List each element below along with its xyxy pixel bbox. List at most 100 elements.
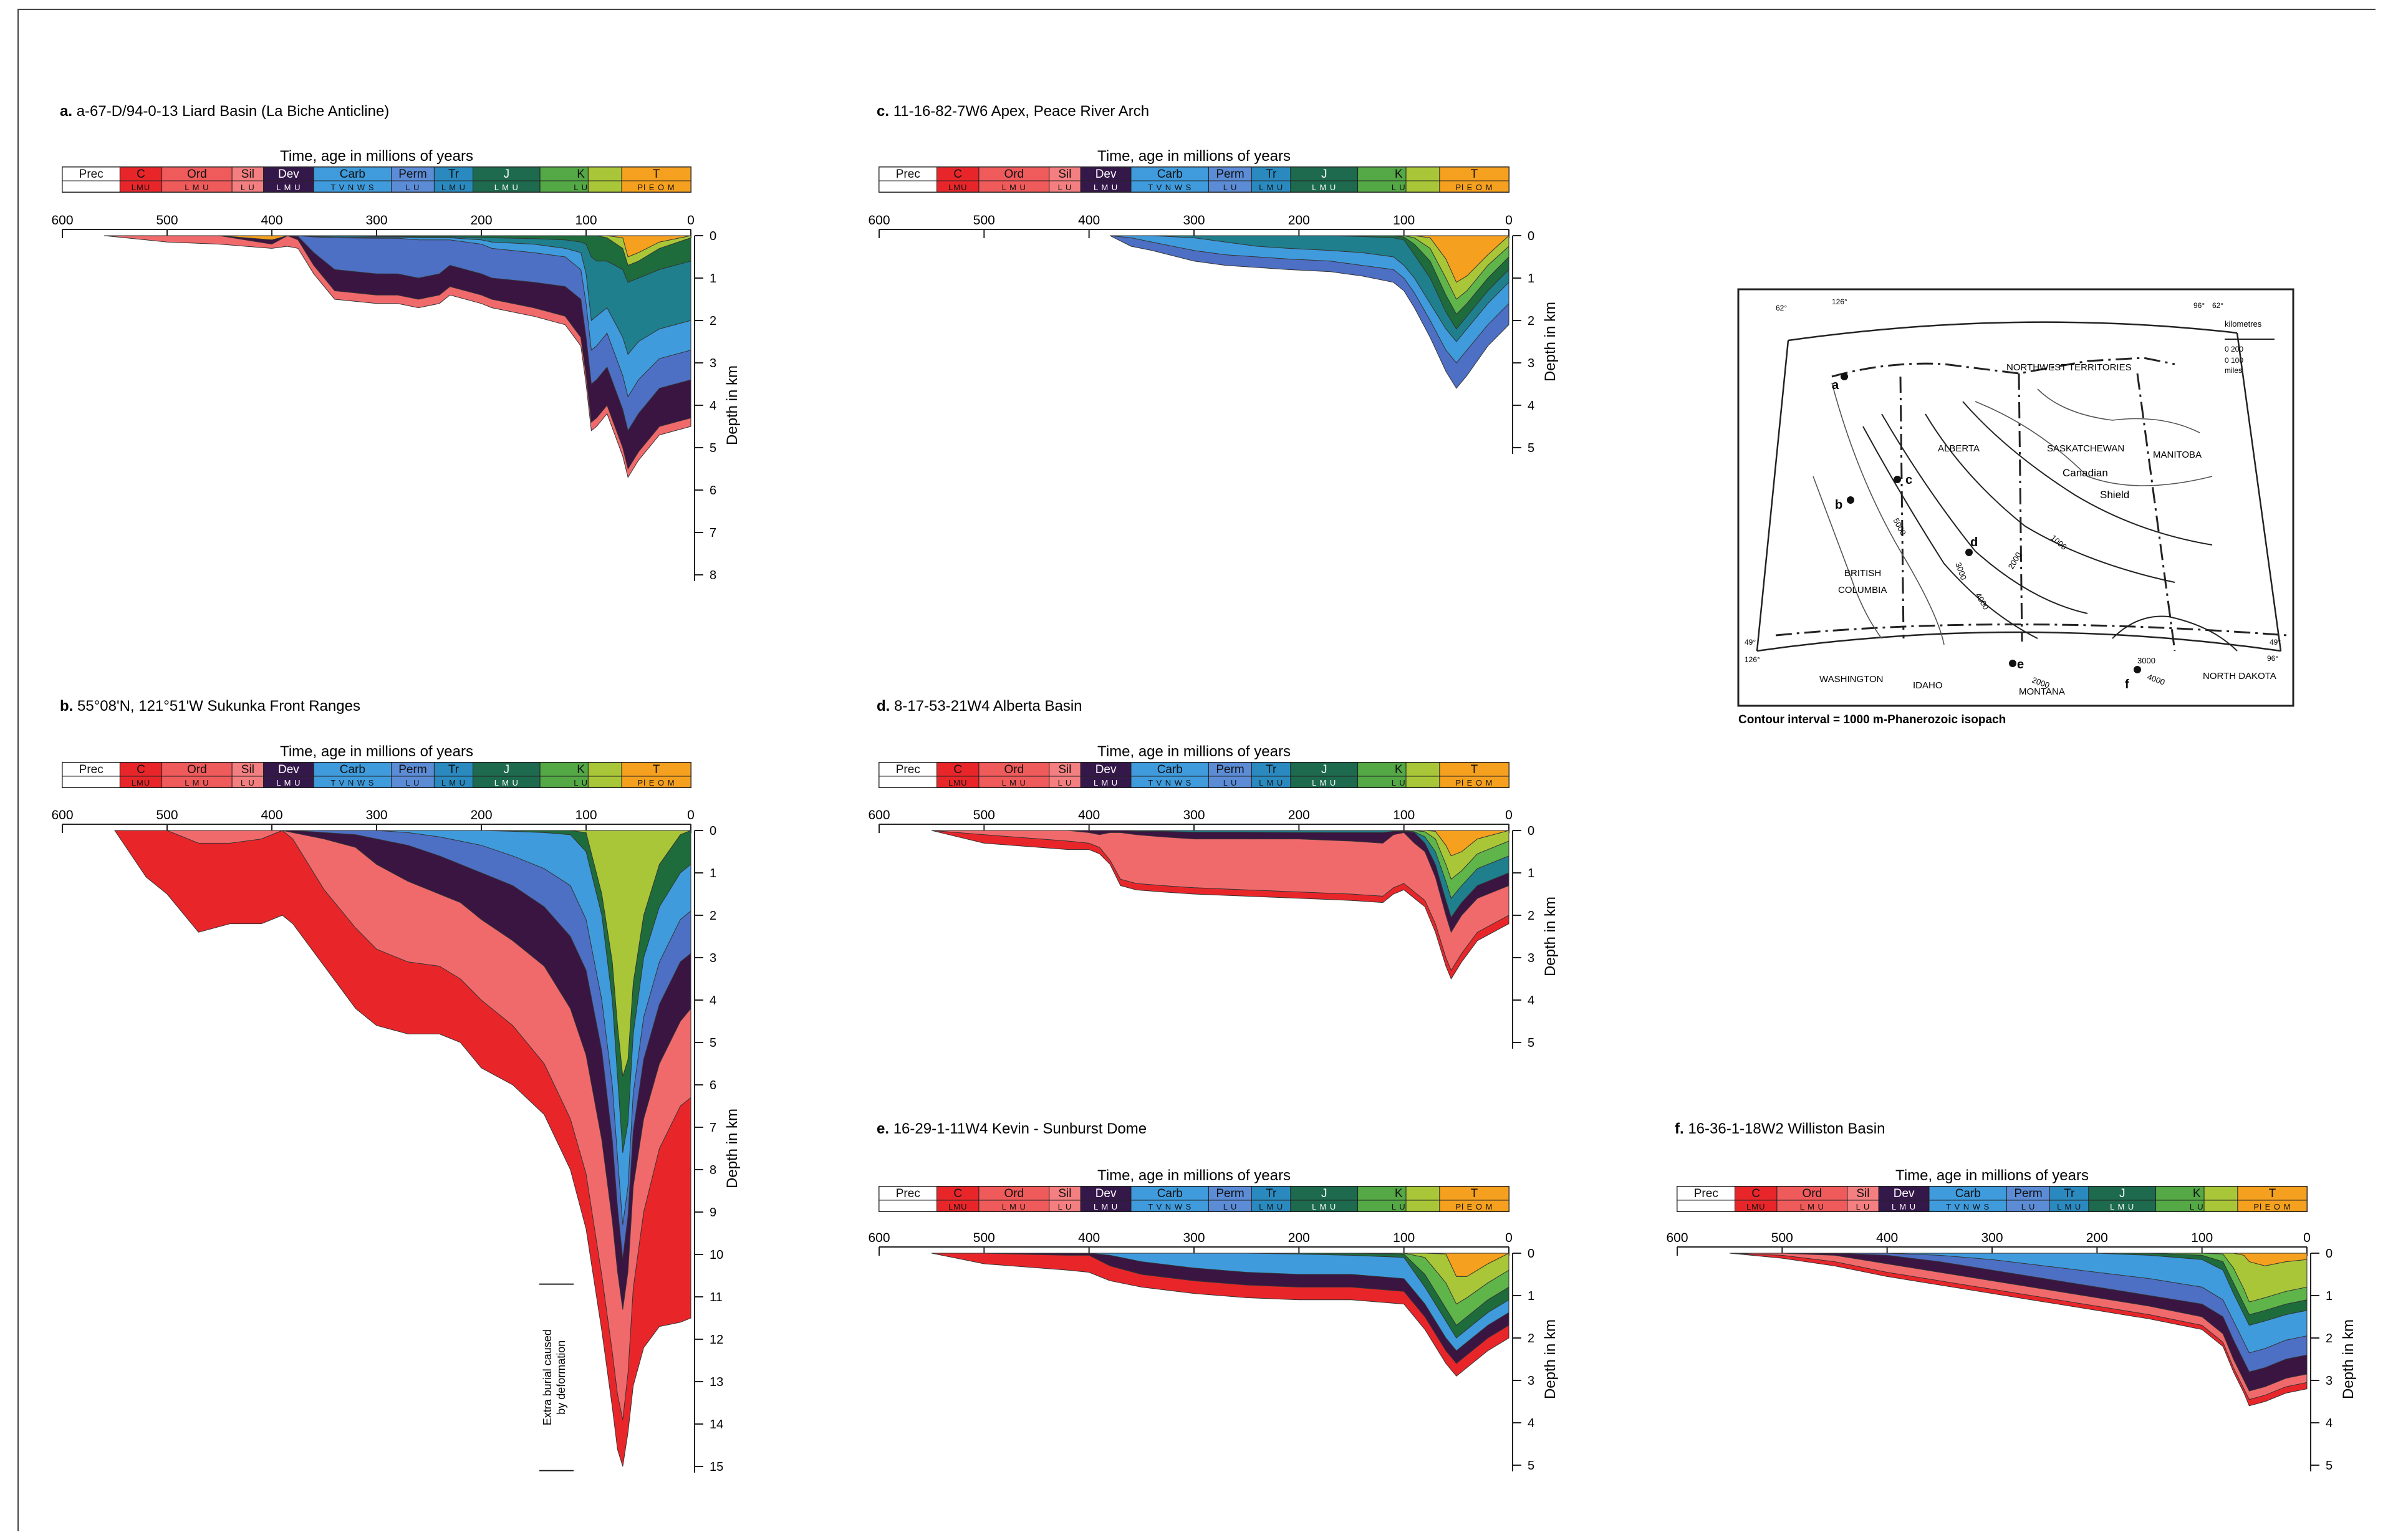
map-point-e-label: e [2017, 658, 2024, 671]
y-tick-label-0-f: 0 [2326, 1247, 2333, 1261]
map-lon-96-south: 96° [2267, 654, 2278, 663]
x-tick-label-400-d: 400 [1078, 808, 1100, 822]
y-tick-label-4-d: 4 [1528, 994, 1534, 1008]
period-cell-Sil-b [231, 762, 264, 788]
map-point-b-label: b [1835, 498, 1842, 512]
y-tick-label-8-a: 8 [710, 569, 716, 582]
period-cell-Ord-d [978, 762, 1050, 788]
map-label-canadian: Canadian [2063, 467, 2108, 479]
y-tick-label-11-b: 11 [710, 1291, 723, 1304]
x-tick-label-100-a: 100 [575, 213, 597, 228]
map-point-a [1841, 373, 1848, 380]
period-sub-J-a: L M U [494, 183, 519, 192]
period-cell-K-lower-c [1357, 166, 1407, 193]
period-cell-Prec-e [879, 1186, 938, 1212]
period-label-Tr-c: Tr [1266, 168, 1277, 181]
period-cell-K-lower-b [539, 762, 589, 788]
y-tick-label-4-b: 4 [710, 994, 716, 1008]
y-tick-label-13-b: 13 [710, 1375, 723, 1389]
y-tick-label-6-a: 6 [710, 484, 716, 498]
period-label-Ord-f: Ord [1802, 1187, 1822, 1200]
period-sub-Carb-e: T V N W S [1148, 1202, 1192, 1211]
period-cell-K-upper-f [2203, 1186, 2238, 1212]
map-lon-126-south: 126° [1745, 655, 1760, 664]
period-cell-T-e [1439, 1186, 1509, 1212]
panel-title-text-c: 11-16-82-7W6 Apex, Peace River Arch [893, 103, 1149, 120]
y-tick-label-3-b: 3 [710, 951, 716, 965]
period-cell-Sil-e [1049, 1186, 1081, 1212]
y-tick-label-1-f: 1 [2326, 1289, 2333, 1303]
period-sub-Sil-f: L U [1856, 1202, 1870, 1211]
period-sub-K-f: L U [2190, 1202, 2204, 1211]
contour-1000 [1962, 401, 2213, 546]
x-tick-label-0-a: 0 [687, 213, 695, 228]
x-tick-label-300-a: 300 [365, 213, 387, 228]
period-cell-Carb-e [1130, 1186, 1210, 1212]
period-cell-K-upper-e [1405, 1186, 1440, 1212]
period-cell-Tr-b [433, 762, 474, 788]
y-tick-label-9-b: 9 [710, 1206, 716, 1220]
period-sub-T-e: Pl E O M [1455, 1202, 1493, 1211]
period-sub-Carb-f: T V N W S [1946, 1202, 1990, 1211]
timescale-header-f: Time, age in millions of years [1895, 1167, 2089, 1184]
period-sub-T-f: Pl E O M [2253, 1202, 2291, 1211]
period-sub-J-c: L M U [1312, 183, 1336, 192]
x-tick-label-500-b: 500 [156, 808, 178, 822]
annotation-line-1: Extra burial caused [541, 1329, 554, 1425]
period-sub-C-a: LMU [132, 183, 150, 192]
period-sub-J-e: L M U [1312, 1202, 1336, 1211]
y-tick-label-10-b: 10 [710, 1248, 723, 1262]
y-tick-label-7-b: 7 [710, 1121, 716, 1135]
period-label-C-d: C [953, 763, 962, 776]
panel-title-e: e. 16-29-1-11W4 Kevin - Sunburst Dome [877, 1120, 1147, 1137]
map-label-shield: Shield [2100, 489, 2129, 501]
period-label-Sil-f: Sil [1856, 1187, 1869, 1200]
period-label-Dev-a: Dev [278, 168, 299, 181]
period-cell-Tr-c [1251, 166, 1291, 193]
period-sub-Sil-a: L U [241, 183, 255, 192]
period-sub-Tr-c: L M U [1259, 183, 1283, 192]
y-axis-label-a: Depth in km [724, 365, 741, 445]
period-cell-K-lower-e [1357, 1186, 1407, 1212]
period-label-Ord-c: Ord [1004, 168, 1024, 181]
y-tick-label-5-b: 5 [710, 1036, 716, 1050]
ab-sk-border [1899, 376, 1905, 639]
contour-3000 [2112, 615, 2238, 652]
period-sub-Dev-a: L M U [276, 183, 301, 192]
y-tick-label-1-b: 1 [710, 867, 716, 880]
y-tick-label-4-a: 4 [710, 399, 716, 413]
y-tick-label-3-f: 3 [2326, 1374, 2333, 1388]
map-label-nwt: NORTHWEST TERRITORIES [2006, 362, 2132, 373]
period-label-Ord-d: Ord [1004, 763, 1024, 776]
x-tick-label-100-c: 100 [1393, 213, 1415, 228]
map-label-alberta: ALBERTA [1938, 443, 1980, 454]
period-label-Prec-a: Prec [79, 168, 104, 181]
y-tick-label-1-c: 1 [1528, 272, 1534, 286]
period-cell-Prec-d [879, 762, 938, 788]
map-west-edge [1756, 340, 1789, 652]
period-label-Dev-f: Dev [1894, 1187, 1915, 1200]
x-tick-label-400-a: 400 [261, 213, 282, 228]
period-label-T-b: T [653, 763, 660, 776]
x-tick-label-300-b: 300 [365, 808, 387, 822]
panels: a. a-67-D/94-0-13 Liard Basin (La Biche … [51, 103, 2357, 1474]
period-cell-K-upper-b [587, 762, 622, 788]
contour-5000 [1881, 413, 2088, 614]
panel-letter-b: b. [60, 698, 77, 715]
period-label-K-c: K [1395, 168, 1403, 181]
y-axis-label-d: Depth in km [1542, 897, 1559, 976]
us-border [1775, 623, 2288, 637]
period-cell-T-c [1439, 166, 1509, 193]
annotation-line-2: by deformation [555, 1340, 567, 1415]
period-cell-Tr-e [1251, 1186, 1291, 1212]
period-label-C-c: C [953, 168, 962, 181]
y-tick-label-6-b: 6 [710, 1079, 716, 1092]
period-sub-Perm-c: L U [1223, 183, 1238, 192]
layer-1-a [104, 235, 691, 470]
map-lat-62-east: 62° [2212, 301, 2223, 310]
period-cell-Perm-e [1208, 1186, 1253, 1212]
y-tick-label-12-b: 12 [710, 1333, 723, 1347]
y-tick-label-4-c: 4 [1528, 399, 1534, 413]
location-map: NORTHWEST TERRITORIES ALBERTA SASKATCHEW… [1737, 288, 2294, 707]
river-3 [1813, 476, 1882, 639]
